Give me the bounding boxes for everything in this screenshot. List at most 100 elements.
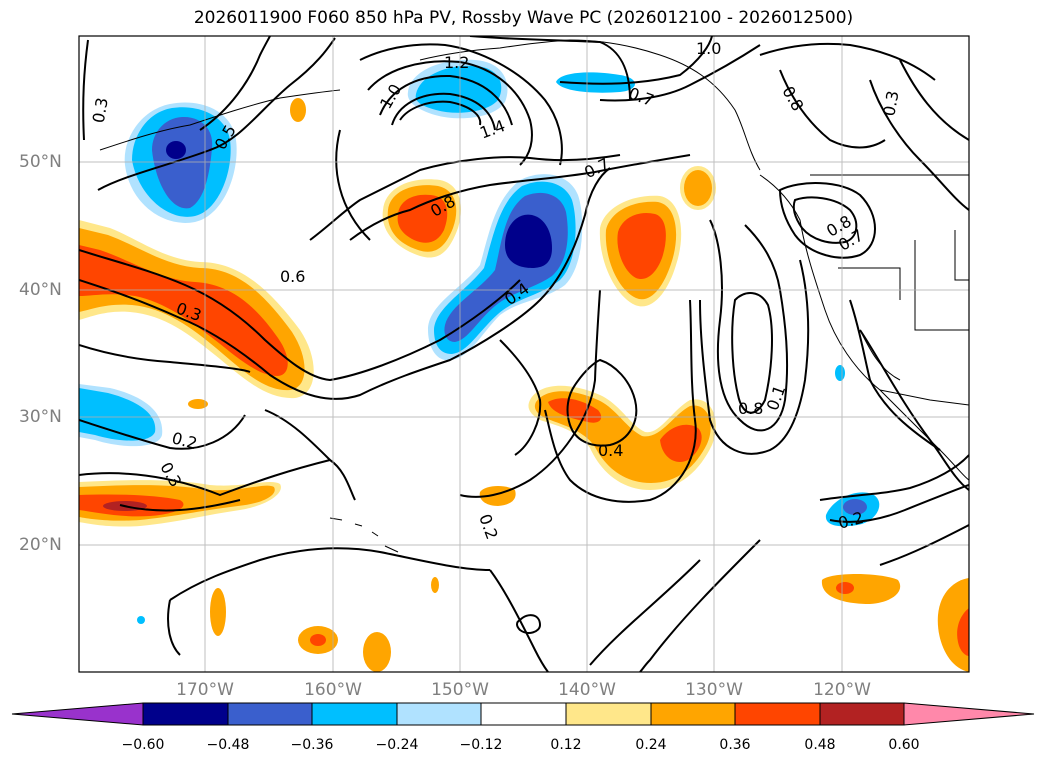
contour-line <box>792 196 858 244</box>
gridlines <box>79 36 969 672</box>
shaded-pv-anomalies <box>79 59 969 672</box>
contour-line <box>82 39 89 141</box>
contour-line <box>459 289 601 498</box>
contour-line <box>869 79 969 211</box>
positive-anomaly-small-6 <box>310 634 326 646</box>
contour-label: 0.6 <box>280 267 305 286</box>
colorbar-segment <box>650 702 736 726</box>
contour-line <box>469 36 631 101</box>
contour-line <box>778 182 876 259</box>
contour-label: 1.2 <box>444 53 469 72</box>
positive-anomaly-small-3 <box>290 98 306 122</box>
colorbar-tick-label: −0.48 <box>206 737 250 753</box>
contour-line <box>566 358 638 447</box>
colorbar <box>11 702 1035 726</box>
longitude-label: 170°W <box>176 680 234 700</box>
positive-anomaly-southeast-core <box>836 582 854 594</box>
mexico-border <box>879 389 969 406</box>
colorbar-segment <box>565 702 652 726</box>
positive-anomaly-central-inner <box>397 194 448 243</box>
contour-line <box>367 60 533 166</box>
coastlines <box>99 39 969 553</box>
north-america-coast <box>759 174 969 481</box>
contour-line <box>79 167 611 400</box>
positive-anomaly-west-inner <box>79 245 288 376</box>
contour-label: 1.0 <box>696 39 721 58</box>
contour-line <box>731 292 773 414</box>
negative-anomaly-tiny-2 <box>137 616 145 624</box>
contour-line <box>79 414 246 450</box>
latitude-label: 20°N <box>19 535 62 555</box>
contour-line <box>639 539 761 672</box>
longitude-label: 140°W <box>558 680 616 700</box>
contour-line <box>699 259 810 455</box>
colorbar-tick-label: −0.12 <box>459 737 503 753</box>
positive-anomaly-southeast <box>821 574 901 604</box>
contour-label: 0.8 <box>738 399 763 418</box>
colorbar-tick-label: 0.24 <box>635 737 667 753</box>
longitude-label: 160°W <box>304 680 362 700</box>
contour-line <box>79 458 356 501</box>
contour-line <box>79 344 251 373</box>
contour-line <box>167 599 181 656</box>
colorbar-extend-high <box>903 702 1035 726</box>
colorbar-tick-label: −0.24 <box>375 737 419 753</box>
colorbar-tick-label: 0.48 <box>804 737 836 753</box>
hawaii-islands <box>329 517 399 553</box>
us-state-line-4 <box>954 230 969 281</box>
colorbar-segment <box>311 702 398 726</box>
positive-anomaly-small-8 <box>431 577 439 593</box>
contour-line <box>264 409 331 461</box>
colorbar-tick-label: 0.60 <box>888 737 920 753</box>
longitude-label: 120°W <box>813 680 871 700</box>
colorbar-segment <box>227 702 313 726</box>
latitude-label: 40°N <box>19 280 62 300</box>
contour-line <box>359 43 563 166</box>
negative-anomaly-se-core <box>843 499 867 515</box>
aleutians <box>99 89 341 151</box>
contour-line <box>199 36 271 131</box>
contour-line <box>335 129 371 241</box>
contour-line <box>399 100 482 126</box>
contour-line <box>819 454 969 501</box>
contour-label: 0.3 <box>879 89 902 117</box>
contour-line <box>309 154 621 241</box>
colorbar-segment <box>396 702 482 726</box>
longitude-label: 130°W <box>685 680 743 700</box>
contour-line <box>499 339 542 456</box>
contour-line <box>599 44 761 102</box>
negative-anomaly-west-core <box>79 388 156 441</box>
contour-line <box>859 329 969 491</box>
contour-line <box>379 74 513 126</box>
map-plot-area: 0.3 0.5 1.0 1.2 1.4 0.7 1.0 0.8 0.3 0.7 … <box>79 36 969 672</box>
us-state-line <box>838 267 901 300</box>
positive-anomaly-small-7 <box>363 632 391 672</box>
colorbar-tick-label: 0.12 <box>550 737 582 753</box>
positive-anomaly-ne-small-core <box>684 170 712 206</box>
contour-line <box>79 249 521 382</box>
alaska-coast <box>419 39 761 171</box>
colorbar-segment <box>819 702 905 726</box>
colorbar-segment <box>142 702 229 726</box>
contour-line <box>589 559 701 666</box>
positive-anomaly-east-inner <box>617 212 666 280</box>
positive-anomaly-south-central-inner-2 <box>660 424 702 462</box>
contour-line <box>879 524 969 566</box>
negative-anomaly-central-max <box>505 214 552 268</box>
contour-label: 0.3 <box>89 96 112 124</box>
longitude-label: 150°W <box>431 680 489 700</box>
negative-anomaly-nw-inner <box>152 116 213 209</box>
negative-anomaly-ne <box>556 72 635 93</box>
colorbar-tick-label: −0.60 <box>121 737 165 753</box>
contour-line <box>544 299 697 503</box>
contour-line <box>829 484 969 523</box>
negative-anomaly-tiny <box>835 365 845 381</box>
us-state-line-2 <box>859 329 901 381</box>
colorbar-tick-label: −0.36 <box>290 737 334 753</box>
positive-anomaly-small-4 <box>210 588 226 636</box>
contour-line <box>516 614 542 634</box>
latitude-label: 30°N <box>19 407 62 427</box>
contour-line <box>489 569 549 672</box>
positive-anomaly-small-2 <box>188 399 208 409</box>
contour-line <box>899 59 969 141</box>
